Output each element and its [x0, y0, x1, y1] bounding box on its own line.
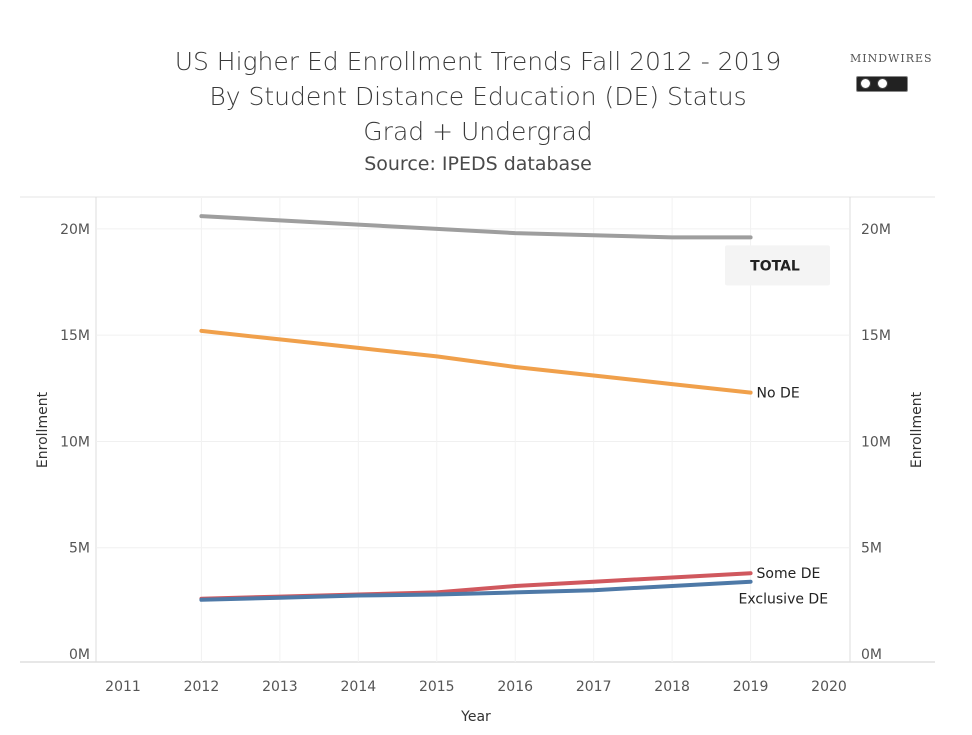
x-tick-label: 2018 [654, 679, 690, 695]
creative-commons-badge-icon [856, 76, 908, 92]
y-axis-title-left: Enrollment [35, 391, 51, 468]
x-tick-label: 2012 [184, 679, 220, 695]
axis-layer: 0M 0M 5M 5M 10M 10M 15M 15M 20M 20M 2011 2012 2013 20… [35, 222, 925, 725]
x-axis-title: Year [460, 709, 491, 725]
mindwires-logo: MINDWIRES [850, 52, 933, 98]
chart-title-block: US Higher Ed Enrollment Trends Fall 2012… [0, 44, 956, 179]
y-tick-label-left: 15M [60, 328, 90, 344]
y-tick-label-right: 5M [861, 541, 882, 557]
y-tick-label-right: 10M [861, 434, 891, 450]
chart-subtitle: Source: IPEDS database [364, 153, 592, 175]
chart-title-line-3: Grad + Undergrad [363, 117, 593, 146]
series-label-total: TOTAL [750, 258, 800, 274]
y-tick-label-right: 0M [861, 647, 882, 663]
x-tick-label: 2015 [419, 679, 455, 695]
series-layer [199, 214, 753, 602]
label-layer: TOTAL No DE Some DE Exclusive DE [725, 245, 830, 608]
series-line-no-de [199, 328, 753, 395]
y-tick-label-left: 10M [60, 434, 90, 450]
x-tick-label: 2017 [576, 679, 612, 695]
x-tick-label: 2014 [341, 679, 377, 695]
y-tick-label-right: 20M [861, 222, 891, 238]
x-tick-label: 2013 [262, 679, 298, 695]
x-tick-label: 2011 [105, 679, 141, 695]
logo-text: MINDWIRES [850, 52, 933, 65]
series-label-exclusive-de: Exclusive DE [739, 592, 829, 608]
y-axis-title-right: Enrollment [909, 391, 925, 468]
chart-title-line-2: By Student Distance Education (DE) Statu… [209, 82, 747, 111]
series-label-no-de: No DE [757, 386, 800, 402]
y-tick-label-left: 5M [69, 541, 90, 557]
x-tick-label: 2016 [497, 679, 533, 695]
y-tick-label-left: 0M [69, 647, 90, 663]
series-label-some-de: Some DE [757, 566, 821, 582]
series-line-exclusive-de [199, 579, 753, 602]
series-line-total [199, 214, 753, 240]
total-label-box [725, 245, 830, 286]
y-tick-label-left: 20M [60, 222, 90, 238]
x-tick-label: 2019 [733, 679, 769, 695]
chart-title-line-1: US Higher Ed Enrollment Trends Fall 2012… [174, 47, 782, 76]
y-tick-label-right: 15M [861, 328, 891, 344]
x-tick-label: 2020 [811, 679, 847, 695]
